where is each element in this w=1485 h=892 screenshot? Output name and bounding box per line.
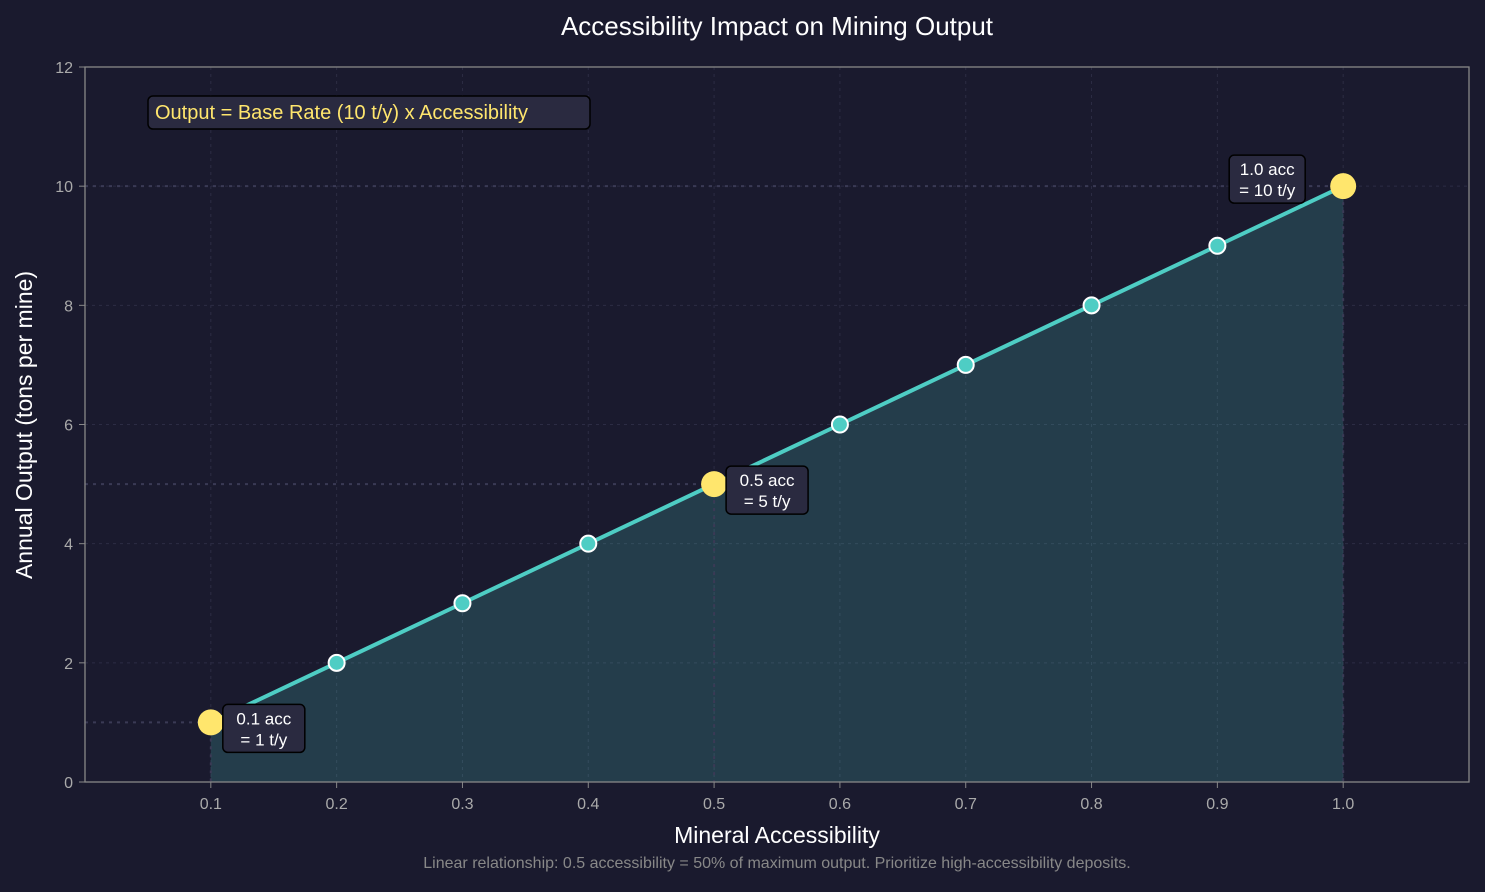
x-tick-label: 0.4	[577, 796, 599, 813]
x-tick-label: 0.9	[1206, 796, 1228, 813]
x-tick-label: 0.8	[1080, 796, 1102, 813]
series-line	[209, 184, 1345, 725]
highlight-point	[197, 709, 224, 736]
x-axis-label: Mineral Accessibility	[674, 822, 880, 848]
annotation-line1: 1.0 acc	[1240, 160, 1295, 179]
data-point	[327, 653, 346, 672]
x-tick-label: 0.6	[829, 796, 851, 813]
data-point	[453, 594, 472, 613]
highlight-point	[1330, 173, 1357, 200]
y-tick-label: 2	[64, 656, 73, 673]
annotation-line2: = 5 t/y	[744, 492, 791, 511]
chart-title: Accessibility Impact on Mining Output	[561, 11, 994, 41]
x-tick-label: 0.7	[955, 796, 977, 813]
y-tick-label: 4	[64, 537, 73, 554]
data-point	[956, 355, 975, 374]
y-tick-label: 6	[64, 418, 73, 435]
formula-box: Output = Base Rate (10 t/y) x Accessibil…	[147, 95, 591, 130]
highlight-point	[701, 471, 728, 498]
annotation-line1: 0.1 acc	[236, 709, 291, 728]
y-tick-label: 0	[64, 775, 73, 792]
annotation-line2: = 1 t/y	[240, 730, 287, 749]
annotation-line1: 0.5 acc	[740, 471, 795, 490]
x-tick-label: 1.0	[1332, 796, 1354, 813]
x-tick-label: 0.2	[326, 796, 348, 813]
y-tick-label: 10	[55, 179, 73, 196]
x-tick-label: 0.5	[703, 796, 725, 813]
annotation-box	[222, 703, 306, 754]
annotation-line2: = 10 t/y	[1239, 181, 1296, 200]
data-point	[579, 534, 598, 553]
annotation-box	[1228, 154, 1306, 204]
data-point	[1208, 236, 1227, 255]
caption: Linear relationship: 0.5 accessibility =…	[423, 855, 1130, 872]
y-tick-label: 12	[55, 60, 73, 77]
plot-frame	[84, 66, 1470, 783]
data-point	[830, 415, 849, 434]
x-tick-label: 0.1	[200, 796, 222, 813]
y-axis-label: Annual Output (tons per mine)	[11, 271, 37, 579]
data-point	[1082, 296, 1101, 315]
y-tick-label: 8	[64, 298, 73, 315]
formula-text: Output = Base Rate (10 t/y) x Accessibil…	[155, 102, 528, 124]
x-tick-label: 0.3	[451, 796, 473, 813]
annotation-box	[725, 465, 809, 515]
